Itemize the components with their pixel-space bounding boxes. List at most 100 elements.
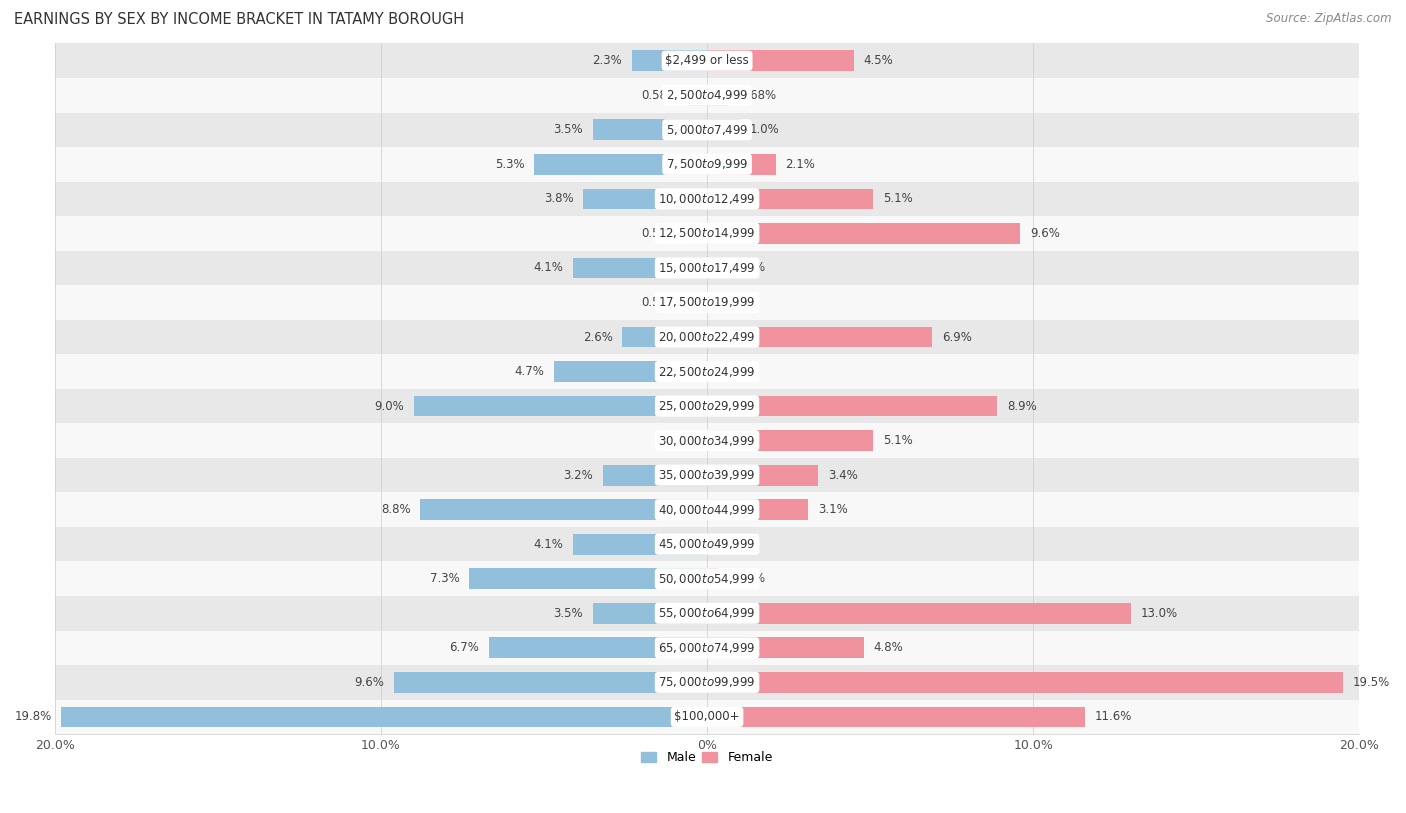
Bar — [55, 78, 1360, 112]
Text: 9.6%: 9.6% — [1029, 227, 1060, 240]
Text: $2,499 or less: $2,499 or less — [665, 54, 749, 67]
Bar — [420, 499, 707, 520]
Bar — [55, 596, 1360, 631]
Bar — [593, 120, 707, 140]
Text: 3.8%: 3.8% — [544, 193, 574, 206]
Bar — [633, 50, 707, 71]
Text: $2,500 to $4,999: $2,500 to $4,999 — [666, 89, 748, 102]
Bar — [55, 562, 1360, 596]
Text: 3.2%: 3.2% — [564, 468, 593, 481]
Bar — [55, 389, 1360, 424]
Text: 7.3%: 7.3% — [430, 572, 460, 585]
Text: 3.5%: 3.5% — [554, 606, 583, 620]
Bar — [55, 458, 1360, 493]
Bar — [55, 700, 1360, 734]
Text: $30,000 to $34,999: $30,000 to $34,999 — [658, 433, 756, 448]
Text: 5.3%: 5.3% — [495, 158, 524, 171]
Text: $65,000 to $74,999: $65,000 to $74,999 — [658, 641, 756, 654]
Bar — [55, 493, 1360, 527]
Text: 4.8%: 4.8% — [873, 641, 903, 654]
Bar — [55, 43, 1360, 78]
Bar — [55, 320, 1360, 354]
Bar — [707, 499, 808, 520]
Text: $75,000 to $99,999: $75,000 to $99,999 — [658, 676, 756, 689]
Bar — [574, 534, 707, 554]
Text: $12,500 to $14,999: $12,500 to $14,999 — [658, 226, 756, 241]
Text: 4.5%: 4.5% — [863, 54, 893, 67]
Text: 0.58%: 0.58% — [641, 89, 678, 102]
Text: 0.58%: 0.58% — [641, 296, 678, 309]
Bar — [583, 189, 707, 209]
Text: 1.0%: 1.0% — [749, 124, 779, 137]
Text: 2.3%: 2.3% — [592, 54, 623, 67]
Text: $45,000 to $49,999: $45,000 to $49,999 — [658, 537, 756, 551]
Text: 6.7%: 6.7% — [449, 641, 479, 654]
Bar — [707, 430, 873, 451]
Bar — [707, 327, 932, 347]
Bar — [55, 527, 1360, 562]
Bar — [574, 258, 707, 278]
Bar — [707, 223, 1021, 244]
Bar — [688, 292, 707, 313]
Bar — [707, 465, 818, 485]
Bar — [688, 85, 707, 106]
Bar — [707, 120, 740, 140]
Text: $50,000 to $54,999: $50,000 to $54,999 — [658, 572, 756, 585]
Text: 9.0%: 9.0% — [374, 399, 404, 412]
Text: 0.58%: 0.58% — [641, 227, 678, 240]
Text: 9.6%: 9.6% — [354, 676, 384, 689]
Bar — [707, 568, 718, 589]
Bar — [707, 50, 853, 71]
Bar — [688, 223, 707, 244]
Bar — [62, 706, 707, 728]
Bar — [707, 672, 1343, 693]
Bar — [413, 396, 707, 416]
Bar — [623, 327, 707, 347]
Bar — [707, 258, 718, 278]
Bar — [394, 672, 707, 693]
Text: EARNINGS BY SEX BY INCOME BRACKET IN TATAMY BOROUGH: EARNINGS BY SEX BY INCOME BRACKET IN TAT… — [14, 12, 464, 27]
Text: 5.1%: 5.1% — [883, 193, 912, 206]
Text: 13.0%: 13.0% — [1140, 606, 1178, 620]
Text: 8.8%: 8.8% — [381, 503, 411, 516]
Bar — [603, 465, 707, 485]
Bar — [55, 147, 1360, 181]
Bar — [707, 706, 1085, 728]
Text: $22,500 to $24,999: $22,500 to $24,999 — [658, 364, 756, 379]
Text: $15,000 to $17,499: $15,000 to $17,499 — [658, 261, 756, 275]
Text: $100,000+: $100,000+ — [675, 711, 740, 724]
Text: 0.0%: 0.0% — [668, 434, 697, 447]
Bar — [707, 637, 863, 659]
Text: 6.9%: 6.9% — [942, 331, 972, 344]
Bar — [55, 285, 1360, 320]
Text: $10,000 to $12,499: $10,000 to $12,499 — [658, 192, 756, 206]
Text: 4.1%: 4.1% — [534, 262, 564, 275]
Text: 2.1%: 2.1% — [786, 158, 815, 171]
Text: $35,000 to $39,999: $35,000 to $39,999 — [658, 468, 756, 482]
Bar — [707, 603, 1130, 624]
Bar — [593, 603, 707, 624]
Text: 0.0%: 0.0% — [717, 296, 747, 309]
Text: $5,000 to $7,499: $5,000 to $7,499 — [666, 123, 748, 137]
Text: 0.34%: 0.34% — [728, 572, 765, 585]
Bar — [707, 189, 873, 209]
Text: 0.0%: 0.0% — [717, 365, 747, 378]
Text: 11.6%: 11.6% — [1095, 711, 1132, 724]
Bar — [707, 85, 730, 106]
Bar — [55, 424, 1360, 458]
Legend: Male, Female: Male, Female — [637, 746, 778, 769]
Bar — [470, 568, 707, 589]
Text: Source: ZipAtlas.com: Source: ZipAtlas.com — [1267, 12, 1392, 25]
Bar — [55, 631, 1360, 665]
Bar — [55, 112, 1360, 147]
Text: $40,000 to $44,999: $40,000 to $44,999 — [658, 502, 756, 517]
Bar — [707, 154, 776, 175]
Text: 5.1%: 5.1% — [883, 434, 912, 447]
Bar — [55, 181, 1360, 216]
Text: $17,500 to $19,999: $17,500 to $19,999 — [658, 295, 756, 310]
Text: $55,000 to $64,999: $55,000 to $64,999 — [658, 606, 756, 620]
Text: 4.1%: 4.1% — [534, 537, 564, 550]
Bar — [554, 361, 707, 382]
Bar — [534, 154, 707, 175]
Bar — [55, 354, 1360, 389]
